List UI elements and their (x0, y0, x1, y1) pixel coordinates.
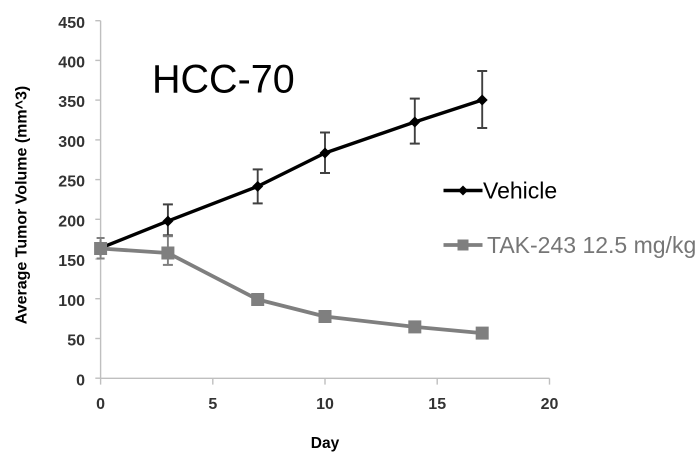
svg-text:300: 300 (58, 134, 85, 151)
svg-text:Average Tumor Volume (mm^3): Average Tumor Volume (mm^3) (14, 86, 31, 324)
svg-text:250: 250 (58, 174, 85, 191)
svg-text:0: 0 (96, 396, 105, 413)
svg-text:200: 200 (58, 213, 85, 230)
svg-text:50: 50 (67, 333, 85, 350)
svg-text:400: 400 (58, 55, 85, 72)
svg-text:20: 20 (541, 396, 559, 413)
svg-text:15: 15 (428, 396, 446, 413)
svg-text:HCC-70: HCC-70 (152, 58, 295, 102)
svg-text:450: 450 (58, 15, 85, 32)
svg-text:Vehicle: Vehicle (483, 178, 557, 204)
svg-text:100: 100 (58, 293, 85, 310)
svg-text:Day: Day (311, 435, 340, 452)
svg-text:150: 150 (58, 253, 85, 270)
svg-text:5: 5 (208, 396, 217, 413)
svg-text:10: 10 (316, 396, 334, 413)
svg-text:0: 0 (76, 372, 85, 389)
svg-text:TAK-243 12.5 mg/kg: TAK-243 12.5 mg/kg (487, 232, 696, 258)
svg-text:350: 350 (58, 94, 85, 111)
